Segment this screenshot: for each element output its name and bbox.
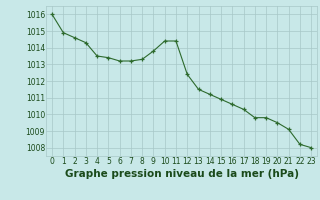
X-axis label: Graphe pression niveau de la mer (hPa): Graphe pression niveau de la mer (hPa) bbox=[65, 169, 299, 179]
